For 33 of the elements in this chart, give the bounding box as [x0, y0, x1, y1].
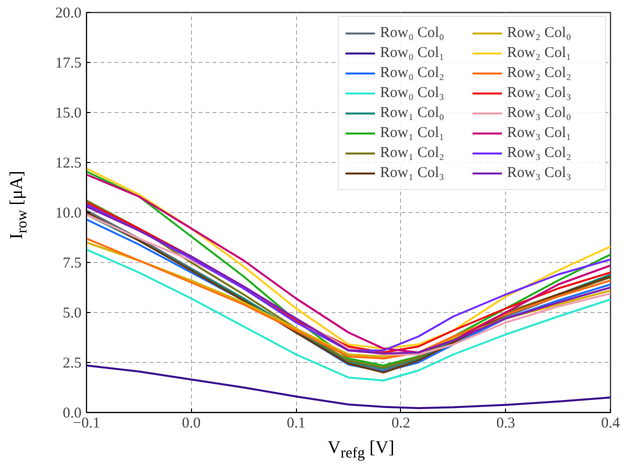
legend-label: Row₂ Col₀ — [507, 24, 572, 42]
legend-label: Row₃ Col₃ — [507, 164, 572, 182]
line-series — [86, 364, 610, 410]
legend-label: Row₀ Col₃ — [380, 84, 446, 102]
y-tick-label: 7.5 — [62, 256, 82, 272]
legend-label: Row₃ Col₁ — [507, 124, 572, 142]
legend-label: Row₁ Col₃ — [380, 164, 446, 182]
y-tick-label: 17.5 — [55, 56, 82, 72]
y-tick-label: 5.0 — [62, 306, 82, 322]
x-tick-label: 0.1 — [286, 416, 306, 432]
legend-label: Row₂ Col₃ — [507, 84, 572, 102]
x-axis-title: V$_{refg}$ [V] — [326, 436, 396, 464]
legend-label: Row₂ Col₂ — [507, 64, 572, 82]
legend-label: Row₁ Col₂ — [380, 144, 446, 162]
line-series — [86, 248, 610, 382]
y-tick-label: 20.0 — [55, 6, 82, 22]
y-tick-label: 2.5 — [62, 356, 82, 372]
x-tick-label: 0.2 — [392, 416, 410, 432]
y-tick-label: 0.0 — [62, 406, 82, 422]
y-tick-label: 15.0 — [55, 106, 82, 122]
legend-label: Row₀ Col₂ — [380, 64, 446, 82]
y-tick-label: 12.5 — [55, 156, 82, 172]
y-tick-label: 10.0 — [55, 206, 82, 222]
legend-label: Row₁ Col₁ — [380, 124, 446, 142]
legend-label: Row₂ Col₁ — [507, 44, 572, 62]
x-tick-label: 0.4 — [601, 416, 620, 432]
legend-label: Row₀ Col₀ — [380, 24, 446, 42]
x-tick-label: 0.3 — [496, 416, 516, 432]
legend-label: Row₁ Col₀ — [380, 104, 446, 122]
legend-label: Row₀ Col₁ — [380, 44, 446, 62]
x-tick-label: 0.0 — [182, 416, 201, 432]
legend-label: Row₃ Col₂ — [507, 144, 572, 162]
legend-label: Row₃ Col₀ — [507, 104, 572, 122]
